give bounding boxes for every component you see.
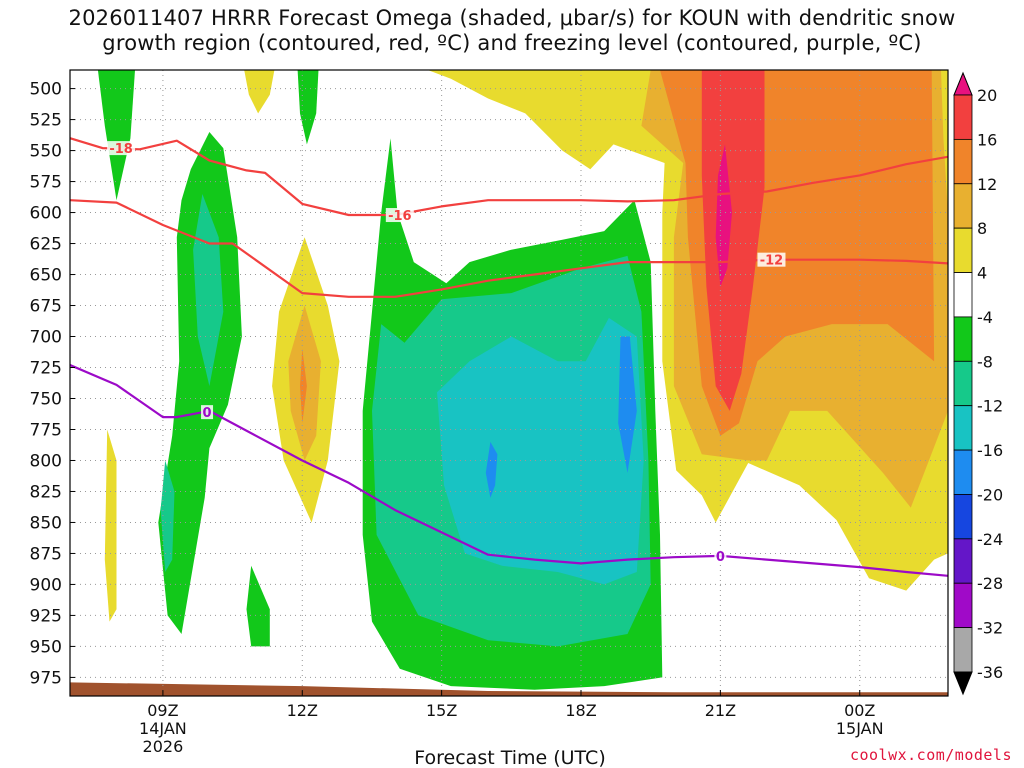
- colorbar-box-1: [953, 94, 973, 140]
- colorbar-label-8: -16: [977, 441, 1003, 460]
- y-tick-label-625: 625: [30, 235, 62, 255]
- contour-0: [70, 137, 948, 217]
- colorbar-box-10: [953, 494, 973, 540]
- colorbar-box-12: [953, 582, 973, 629]
- colorbar-box-2: [953, 138, 973, 185]
- x-tick-label-12Z: 12Z: [287, 701, 318, 720]
- colorbar-box-5: [953, 272, 973, 318]
- colorbar-box-4: [953, 227, 973, 273]
- contour-label-2: -12: [760, 254, 784, 269]
- y-tick-label-775: 775: [30, 420, 62, 440]
- chart-title-line1: 2026011407 HRRR Forecast Omega (shaded, …: [68, 6, 956, 30]
- colorbar-label-6: -8: [977, 352, 993, 371]
- positive-omega-region-10: [941, 70, 948, 213]
- y-tick-label-850: 850: [30, 513, 62, 533]
- contour-1: [70, 199, 948, 298]
- contour-label-3: 0: [203, 406, 212, 421]
- colorbar-label-2: 12: [977, 175, 997, 194]
- temperature-contours: -18 -16 -12 0 0: [70, 137, 948, 577]
- x-tick-label-15Z: 15Z: [426, 701, 457, 720]
- plot-frame: [69, 69, 949, 697]
- terrain-below-ground: [70, 682, 948, 696]
- positive-omega-region-8: [104, 429, 117, 622]
- contour-label-bg-3: [201, 405, 214, 420]
- colorbar-label-10: -24: [977, 530, 1003, 549]
- colorbar-label-13: -36: [977, 663, 1003, 682]
- y-tick-label-900: 900: [30, 575, 62, 595]
- colorbar-max-arrow: [953, 71, 973, 96]
- negative-omega-region-8: [437, 317, 644, 585]
- colorbar-box-13: [953, 627, 973, 673]
- colorbar-label-3: 8: [977, 219, 987, 238]
- negative-omega-region-10: [618, 336, 637, 473]
- contour-label-bg-2: [757, 252, 786, 267]
- negative-omega-region-0: [158, 132, 242, 634]
- y-tick-label-500: 500: [30, 80, 62, 100]
- y-tick-label-875: 875: [30, 544, 62, 564]
- y-tick-label-675: 675: [30, 297, 62, 317]
- colorbar-label-12: -32: [977, 619, 1003, 638]
- colorbar: 20 16 12 8 4 -4 -8 -12 -16 -20 -24 -28 -32 -36: [953, 71, 1003, 696]
- positive-omega-region-3: [701, 70, 765, 411]
- colorbar-box-9: [953, 449, 973, 495]
- x-tick-date-09Z: 14JAN: [139, 719, 187, 738]
- colorbar-label-5: -4: [977, 308, 993, 327]
- y-tick-label-550: 550: [30, 142, 62, 162]
- negative-omega-region-1: [193, 194, 224, 387]
- axes: 500 525 550 575 600 625 650 675 700 725 750 775 800 8…: [30, 69, 949, 756]
- y-tick-label-650: 650: [30, 266, 62, 286]
- x-axis-label: Forecast Time (UTC): [414, 747, 605, 768]
- x-tick-label-00Z: 00Z: [844, 701, 875, 720]
- x-tick-date-00Z: 15JAN: [836, 719, 884, 738]
- colorbar-label-4: 4: [977, 264, 987, 283]
- contour-label-bg-4: [714, 548, 727, 563]
- colorbar-box-3: [953, 183, 973, 229]
- positive-omega-region-9: [244, 70, 275, 114]
- negative-omega-region-3: [97, 70, 135, 201]
- negative-omega-region-5: [246, 565, 270, 647]
- x-tick-label-18Z: 18Z: [565, 701, 596, 720]
- colorbar-box-6: [953, 316, 973, 362]
- colorbar-label-1: 16: [977, 130, 997, 149]
- y-tick-label-725: 725: [30, 359, 62, 379]
- x-tick-label-21Z: 21Z: [705, 701, 736, 720]
- negative-omega-region-4: [297, 70, 319, 145]
- y-tick-label-700: 700: [30, 328, 62, 348]
- positive-omega-region-4: [715, 144, 732, 287]
- y-tick-label-975: 975: [30, 668, 62, 688]
- negative-omega-region-2: [160, 460, 175, 572]
- colorbar-box-7: [953, 360, 973, 407]
- chart-title-line2: growth region (contoured, red, ºC) and f…: [102, 31, 922, 55]
- y-tick-label-825: 825: [30, 482, 62, 502]
- colorbar-min-arrow: [953, 671, 973, 696]
- credit-text: coolwx.com/models: [849, 746, 1012, 764]
- plot-area: [70, 70, 948, 696]
- y-tick-label-750: 750: [30, 389, 62, 409]
- y-tick-label-575: 575: [30, 173, 62, 193]
- contour-label-bg-0: [107, 141, 136, 156]
- colorbar-box-11: [953, 538, 973, 584]
- y-tick-label-925: 925: [30, 606, 62, 626]
- y-tick-label-950: 950: [30, 637, 62, 657]
- colorbar-label-9: -20: [977, 485, 1003, 504]
- x-tick-year-09Z: 2026: [143, 737, 184, 756]
- contour-label-4: 0: [716, 550, 725, 565]
- contour-label-1: -16: [388, 209, 412, 224]
- colorbar-box-8: [953, 405, 973, 451]
- chart-title: 2026011407 HRRR Forecast Omega (shaded, …: [0, 6, 1024, 56]
- colorbar-label-11: -28: [977, 574, 1003, 593]
- y-tick-label-600: 600: [30, 204, 62, 224]
- contour-label-bg-1: [385, 208, 414, 223]
- x-tick-label-09Z: 09Z: [147, 701, 178, 720]
- negative-omega-region-9: [485, 441, 498, 498]
- contour-2: [70, 363, 948, 577]
- colorbar-label-0: 20: [977, 86, 997, 105]
- contour-label-0: -18: [109, 142, 133, 157]
- y-tick-label-800: 800: [30, 451, 62, 471]
- colorbar-label-7: -12: [977, 397, 1003, 416]
- positive-omega-region-7: [300, 348, 307, 424]
- y-tick-label-525: 525: [30, 111, 62, 131]
